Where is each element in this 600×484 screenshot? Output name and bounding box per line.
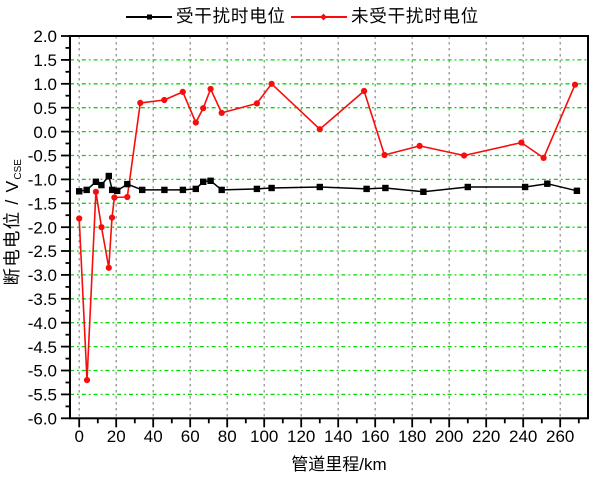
svg-text:20: 20 <box>107 427 126 446</box>
svg-text:受干扰时电位: 受干扰时电位 <box>176 6 286 26</box>
svg-text:140: 140 <box>324 427 352 446</box>
svg-text:240: 240 <box>509 427 537 446</box>
svg-text:-3.5: -3.5 <box>28 290 57 309</box>
svg-text:60: 60 <box>181 427 200 446</box>
svg-text:260: 260 <box>546 427 574 446</box>
svg-text:200: 200 <box>435 427 463 446</box>
svg-text:160: 160 <box>361 427 389 446</box>
svg-text:0.0: 0.0 <box>33 123 57 142</box>
svg-text:-5.5: -5.5 <box>28 386 57 405</box>
svg-text:1.0: 1.0 <box>33 75 57 94</box>
svg-text:2.0: 2.0 <box>33 27 57 46</box>
svg-text:未受干扰时电位: 未受干扰时电位 <box>351 6 479 26</box>
svg-text:40: 40 <box>144 427 163 446</box>
svg-text:220: 220 <box>472 427 500 446</box>
svg-text:-3.0: -3.0 <box>28 266 57 285</box>
svg-text:180: 180 <box>398 427 426 446</box>
svg-text:0: 0 <box>74 427 83 446</box>
svg-text:-4.5: -4.5 <box>28 338 57 357</box>
svg-text:管道里程/km: 管道里程/km <box>291 455 386 474</box>
svg-text:-5.0: -5.0 <box>28 362 57 381</box>
svg-text:-4.0: -4.0 <box>28 314 57 333</box>
svg-text:0.5: 0.5 <box>33 99 57 118</box>
svg-text:断电电位 / VCSE: 断电电位 / VCSE <box>2 159 24 286</box>
svg-text:120: 120 <box>287 427 315 446</box>
svg-text:-1.5: -1.5 <box>28 195 57 214</box>
svg-text:-2.5: -2.5 <box>28 242 57 261</box>
svg-text:-6.0: -6.0 <box>28 410 57 429</box>
svg-text:-2.0: -2.0 <box>28 218 57 237</box>
svg-text:1.5: 1.5 <box>33 51 57 70</box>
svg-text:-1.0: -1.0 <box>28 171 57 190</box>
svg-text:80: 80 <box>218 427 237 446</box>
svg-text:100: 100 <box>250 427 278 446</box>
svg-text:-0.5: -0.5 <box>28 147 57 166</box>
